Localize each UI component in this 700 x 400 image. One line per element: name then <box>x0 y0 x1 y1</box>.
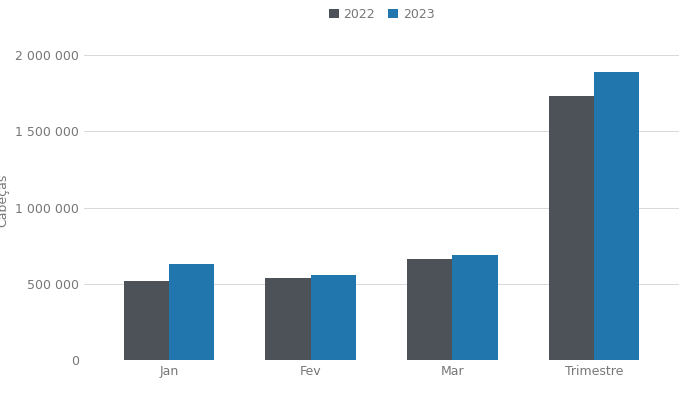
Y-axis label: Cabeças: Cabeças <box>0 173 10 227</box>
Bar <box>169 264 214 360</box>
Legend: 2022, 2023: 2022, 2023 <box>328 8 435 21</box>
Bar <box>594 72 639 360</box>
Bar <box>407 260 452 360</box>
Bar <box>452 255 498 360</box>
Bar <box>549 96 594 360</box>
Bar <box>311 275 356 360</box>
Bar <box>265 278 311 360</box>
Bar <box>124 281 169 360</box>
